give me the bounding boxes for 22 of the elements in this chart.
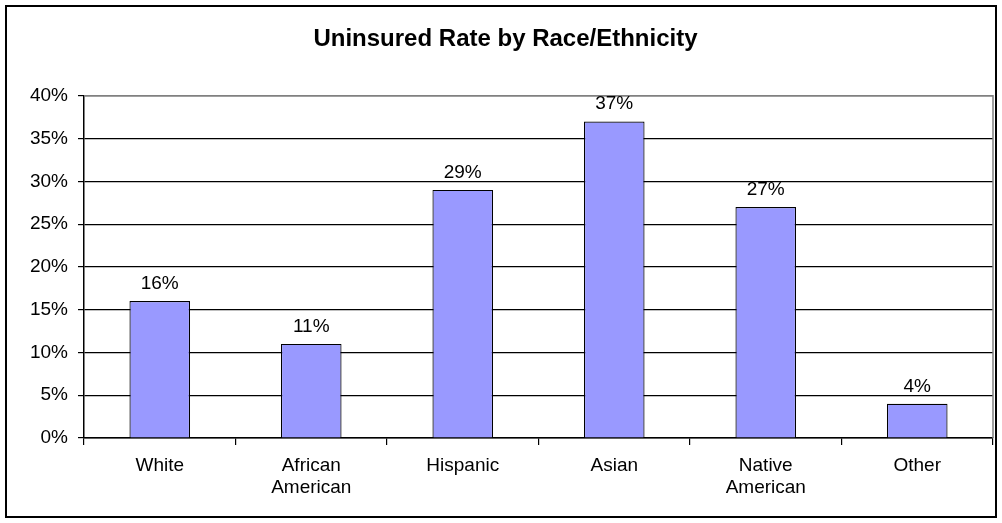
y-tick-label: 10%	[29, 340, 69, 362]
y-tick-label: 0%	[40, 426, 69, 448]
data-label: 27%	[746, 178, 785, 200]
x-tick-label: Hispanic	[426, 454, 500, 476]
y-tick-label: 15%	[29, 297, 69, 319]
y-tick-label: 35%	[29, 126, 69, 148]
y-tick-label: 20%	[29, 255, 69, 277]
x-tick-label: Other	[893, 454, 942, 476]
data-label: 37%	[595, 92, 634, 114]
x-tick-label: Asian	[590, 454, 639, 476]
y-tick-label: 5%	[40, 383, 69, 405]
y-tick-label: 30%	[29, 169, 69, 191]
data-label: 4%	[903, 374, 932, 396]
x-tick-label: African American	[271, 454, 352, 498]
x-tick-label: Native American	[725, 454, 806, 498]
x-tick-label: White	[135, 454, 185, 476]
chart-title: Uninsured Rate by Race/Ethnicity	[313, 24, 699, 52]
y-tick-label: 25%	[29, 212, 69, 234]
y-tick-label: 40%	[29, 84, 69, 106]
data-label: 16%	[140, 272, 179, 294]
data-label: 11%	[292, 314, 330, 336]
data-label: 29%	[443, 160, 482, 182]
